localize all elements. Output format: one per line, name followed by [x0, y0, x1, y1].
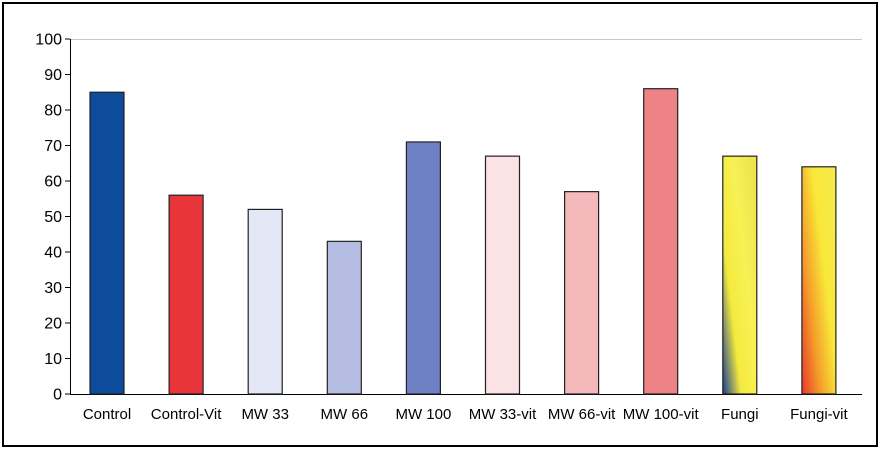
- bar-mw-100: [405, 141, 441, 395]
- y-tick-label: 70: [44, 138, 62, 155]
- x-category-label: Fungi: [721, 406, 759, 423]
- bar-fungi: [722, 155, 758, 395]
- x-category-label: Control-Vit: [151, 406, 222, 423]
- x-category-label: Control: [83, 406, 131, 423]
- x-category-label: MW 100: [395, 406, 451, 423]
- chart-frame: 0 10 20 30 40 50 60 70 80 90 100 Control Control-Vi…: [2, 2, 878, 447]
- y-tick-label: 10: [44, 351, 62, 368]
- bar-mw-33: [247, 208, 283, 395]
- x-category-label: MW 33: [241, 406, 289, 423]
- x-category-label: Fungi-vit: [790, 406, 848, 423]
- bar-mw-66-vit: [563, 191, 600, 395]
- bar-mw-33-vit: [484, 155, 521, 395]
- y-tick-label: 20: [44, 316, 62, 333]
- bar-control: [89, 91, 125, 395]
- x-category-label: MW 66-vit: [548, 406, 616, 423]
- y-tick-label: 0: [53, 387, 62, 404]
- x-category-label: MW 33-vit: [469, 406, 537, 423]
- y-tick-label: 50: [44, 209, 62, 226]
- y-tick-label: 90: [44, 67, 62, 84]
- bar-mw-100-vit: [643, 88, 679, 395]
- bar-control-vit: [168, 194, 204, 395]
- bars: [89, 88, 837, 395]
- y-tick-label: 30: [44, 280, 62, 297]
- y-tick-label: 100: [35, 32, 62, 49]
- x-category-label: MW 66: [321, 406, 369, 423]
- y-tick-label: 40: [44, 245, 62, 262]
- bar-mw-66: [326, 240, 362, 395]
- x-category-label: MW 100-vit: [623, 406, 700, 423]
- bar-fungi-vit: [801, 166, 837, 395]
- bar-chart: 0 10 20 30 40 50 60 70 80 90 100 Control Control-Vi…: [35, 32, 862, 423]
- y-tick-label: 60: [44, 174, 62, 191]
- y-axis: 0 10 20 30 40 50 60 70 80 90 100: [35, 32, 71, 404]
- y-tick-label: 80: [44, 103, 62, 120]
- x-axis: Control Control-Vit MW 33 MW 66 MW 100 MW 33-…: [70, 394, 862, 423]
